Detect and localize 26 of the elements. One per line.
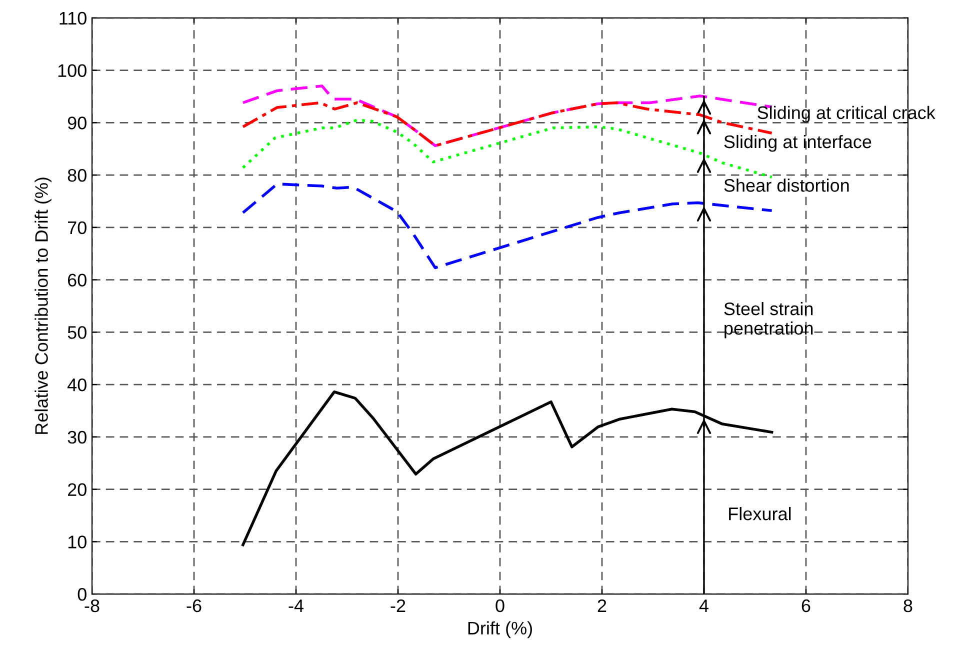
annotation: Steel strain penetration [724, 302, 813, 338]
x-tick-label: 8 [904, 599, 912, 612]
y-tick-label: 40 [67, 378, 86, 392]
y-tick-label: 110 [60, 12, 86, 25]
y-tick-label: 0 [78, 588, 86, 601]
y-tick-label: 20 [68, 483, 86, 496]
x-tick-label: 0 [496, 599, 504, 612]
y-tick-label: 90 [68, 116, 86, 130]
annotation: Sliding at interface [724, 134, 872, 152]
x-tick-label: 4 [699, 600, 708, 612]
y-tick-label: 30 [68, 430, 86, 444]
y-tick-label: 80 [68, 168, 86, 182]
y-axis-title: Relative Contribution to Drift (%) [34, 178, 52, 434]
y-tick-label: 50 [68, 326, 86, 339]
x-tick-label: -6 [186, 599, 202, 612]
y-tick-label: 60 [68, 274, 86, 287]
x-tick-label: 6 [802, 599, 810, 612]
annotation: Flexural [729, 507, 791, 520]
x-tick-label: -4 [288, 600, 304, 612]
y-tick-label: 70 [68, 221, 86, 234]
x-tick-label: -8 [84, 599, 100, 612]
x-tick-label: -2 [390, 599, 406, 612]
x-tick-label: 2 [598, 599, 606, 612]
x-axis-title: Drift (%) [468, 621, 532, 638]
y-tick-label: 100 [58, 64, 86, 77]
y-tick-label: 10 [68, 536, 86, 548]
